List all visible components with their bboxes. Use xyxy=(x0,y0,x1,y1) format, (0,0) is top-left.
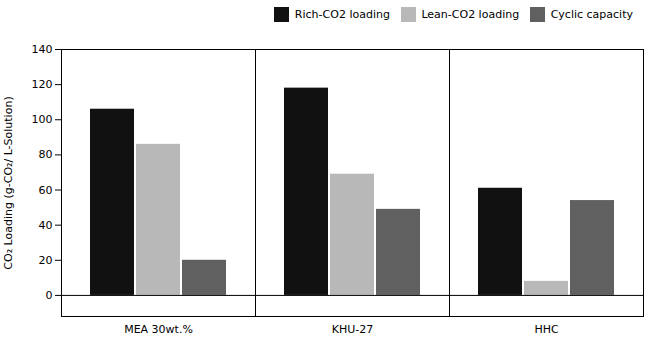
svg-text:CO₂ Loading (g-CO₂/ L-Solution: CO₂ Loading (g-CO₂/ L-Solution) xyxy=(2,96,15,269)
svg-text:40: 40 xyxy=(39,219,53,232)
html-text:Cyclic capacity: Cyclic capacity xyxy=(550,7,633,21)
svg-text:100: 100 xyxy=(32,113,53,126)
svg-text:60: 60 xyxy=(39,184,53,197)
svg-text:HHC: HHC xyxy=(534,323,559,336)
svg-text:0: 0 xyxy=(46,289,53,302)
svg-text:20: 20 xyxy=(39,254,53,267)
svg-text:KHU-27: KHU-27 xyxy=(332,323,374,336)
html-text:Rich-CO2 loading: Rich-CO2 loading xyxy=(294,7,390,21)
svg-text:80: 80 xyxy=(39,148,53,161)
svg-text:120: 120 xyxy=(32,78,53,91)
svg-text:MEA 30wt.%: MEA 30wt.% xyxy=(124,323,193,336)
html-text:Lean-CO2 loading: Lean-CO2 loading xyxy=(421,7,520,21)
svg-text:140: 140 xyxy=(32,43,53,56)
